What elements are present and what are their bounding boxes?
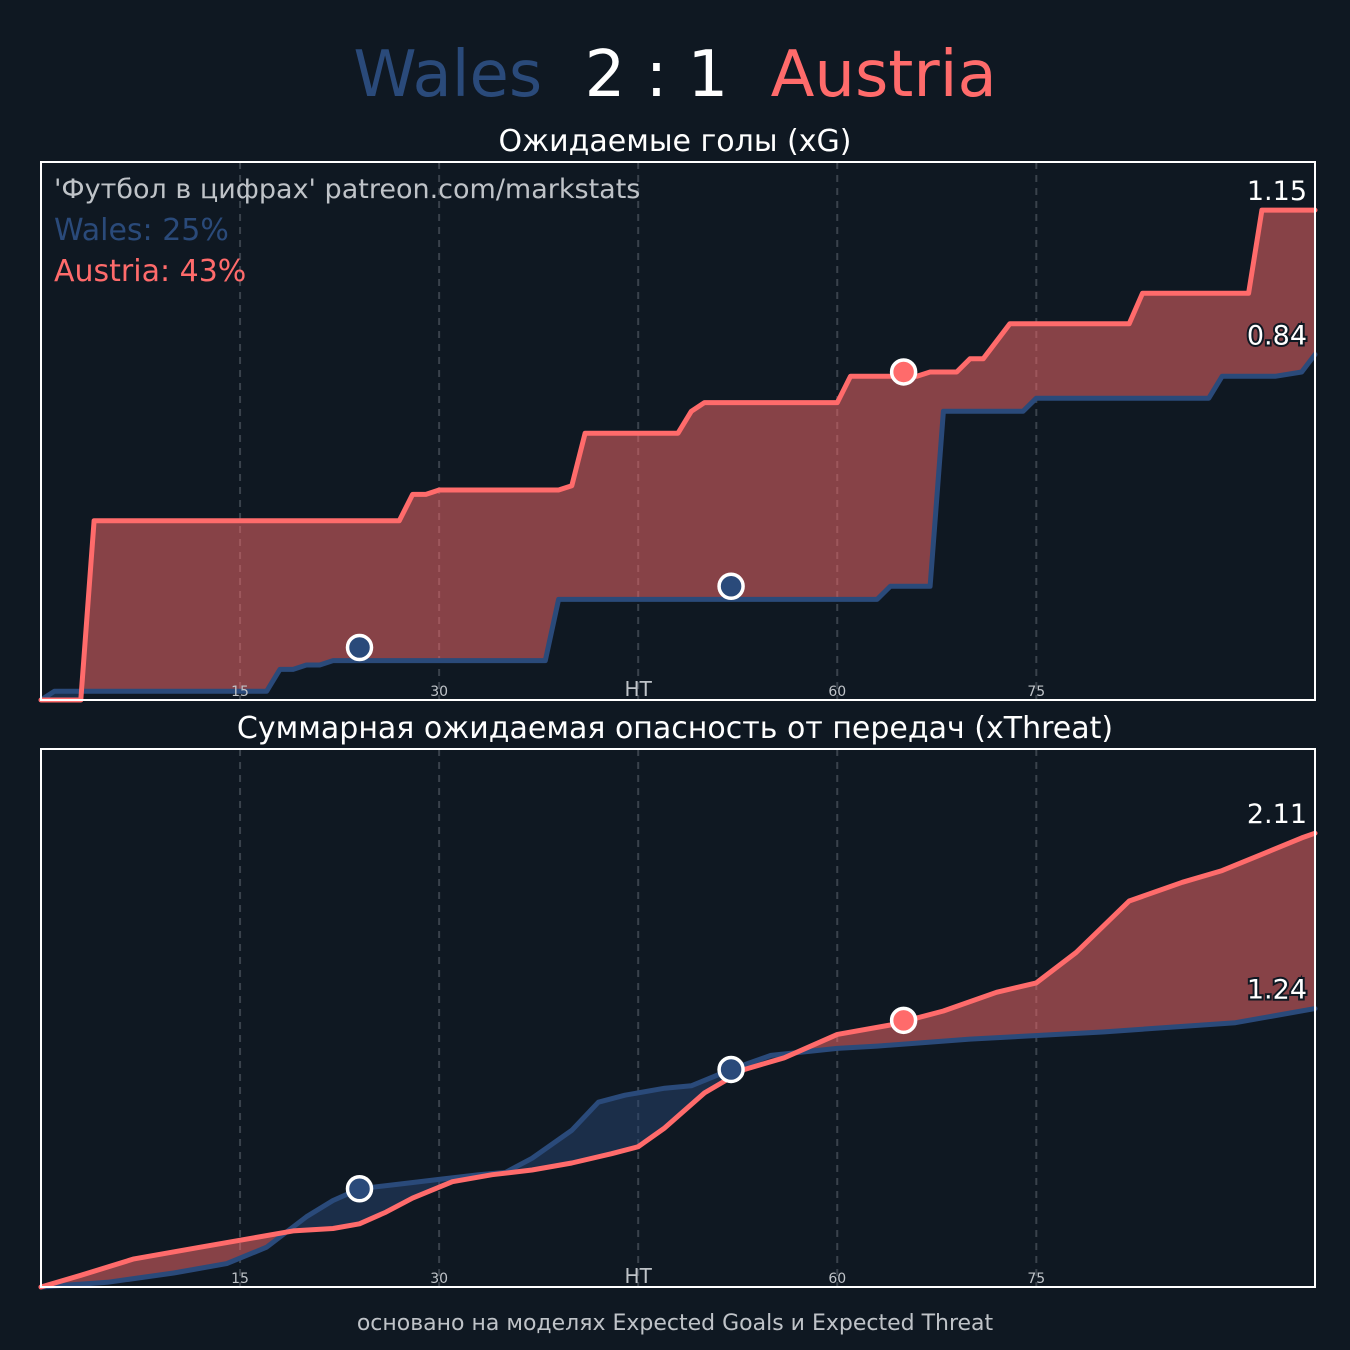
legend-wales: Wales: 25%: [54, 213, 229, 248]
xg-tick-label: HT: [625, 677, 653, 701]
away-team-name: Austria: [771, 38, 997, 112]
xg-tick-label: 15: [231, 684, 249, 700]
xg-goal-marker-austria: [889, 358, 918, 386]
xg-chart-title: Ожидаемые голы (xG): [499, 124, 852, 159]
xt-chart: 1.24 2.11 15 30 HT 60 75: [38, 748, 1318, 1290]
xt-marks: 1.24 2.11: [38, 797, 1318, 1290]
xt-wales-final-value: 1.24: [1247, 975, 1307, 1006]
xg-austria-line: [38, 207, 1318, 703]
xg-goal-marker-wales: [717, 572, 745, 601]
xt-austria-line: [38, 830, 1318, 1290]
xt-goal-marker-wales: [717, 1055, 745, 1084]
xt-wales-line: [38, 1006, 1318, 1290]
xg-chart: 0.84 1.15 15 30 HT 60 75 'Футбол в цифрах' pa…: [38, 161, 1318, 703]
xt-tick-label: 30: [430, 1271, 448, 1287]
legend-austria: Austria: 43%: [54, 254, 246, 289]
xg-frame: [40, 161, 1316, 701]
xg-marks: 0.84 1.15: [38, 174, 1318, 703]
xt-austria-final-value: 2.11: [1247, 799, 1307, 830]
xt-goal-marker-austria: [889, 1006, 918, 1035]
xt-frame: [40, 748, 1316, 1288]
match-header: Wales 2 : 1 Austria: [353, 38, 996, 112]
xt-chart-title: Суммарная ожидаемая опасность от передач…: [237, 711, 1113, 746]
xt-gridlines: [239, 749, 1038, 1287]
xg-wales-line: [38, 352, 1318, 703]
xg-tick-label: 60: [828, 684, 846, 700]
watermark: 'Футбол в цифрах' patreon.com/markstats: [54, 174, 640, 205]
xt-wales-advantage-area: [289, 1051, 798, 1232]
match-score: 2 : 1: [585, 38, 729, 112]
xt-tick-label: 75: [1027, 1271, 1045, 1287]
xt-x-ticks: 15 30 HT 60 75: [231, 1264, 1045, 1288]
xt-goal-marker-wales: [345, 1175, 374, 1203]
footer-note: основано на моделях Expected Goals и Exp…: [357, 1311, 994, 1336]
xt-tick-label: HT: [625, 1264, 653, 1288]
xg-tick-label: 30: [430, 684, 448, 700]
xg-tick-label: 75: [1027, 684, 1045, 700]
xt-tick-label: 60: [828, 1271, 846, 1287]
home-team-name: Wales: [353, 38, 542, 112]
xt-tick-label: 15: [231, 1271, 249, 1287]
xg-x-ticks: 15 30 HT 60 75: [231, 677, 1045, 701]
xg-goal-marker-wales: [345, 633, 374, 662]
xg-austria-advantage-area: [41, 210, 1315, 700]
xg-austria-final-value: 1.15: [1247, 176, 1307, 207]
xg-wales-final-value: 0.84: [1247, 320, 1307, 351]
